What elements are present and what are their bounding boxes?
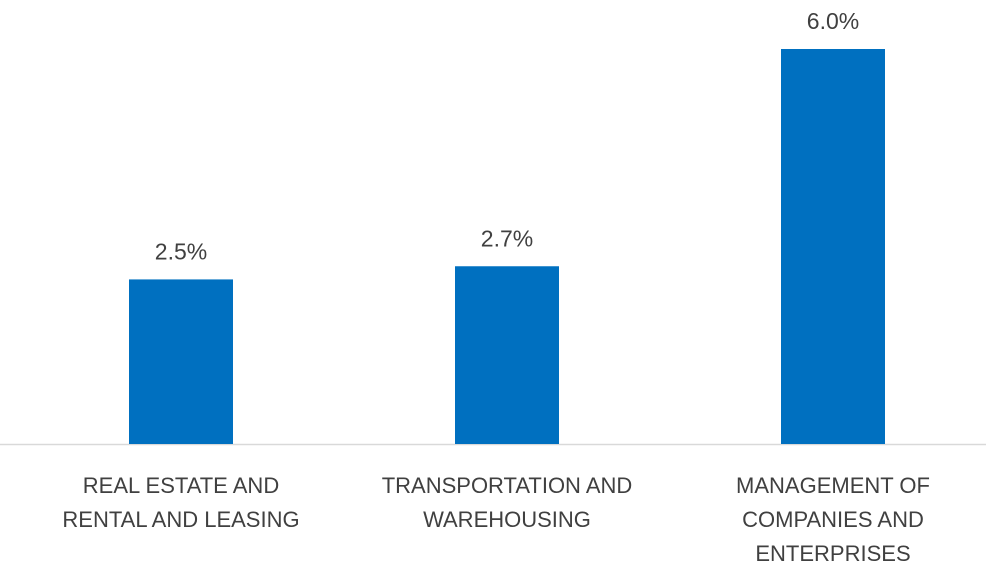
bar <box>129 279 233 444</box>
value-label: 2.5% <box>155 238 207 264</box>
value-label: 6.0% <box>807 8 859 34</box>
bar <box>781 49 885 444</box>
x-tick-label: TRANSPORTATION AND WAREHOUSING <box>381 473 633 532</box>
value-label: 2.7% <box>481 225 533 251</box>
x-tick-label: REAL ESTATE AND RENTAL AND LEASING <box>62 473 300 532</box>
bar <box>455 266 559 444</box>
x-tick-label: MANAGEMENT OF COMPANIES AND ENTERPRISES <box>736 473 930 566</box>
